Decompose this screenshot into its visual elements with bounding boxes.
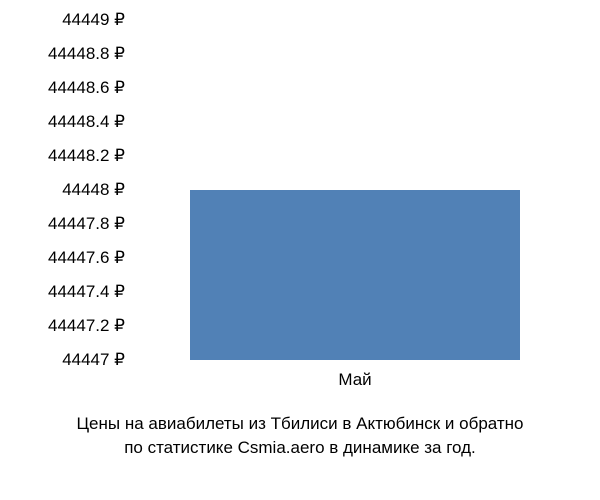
y-tick-label: 44448.8 ₽ (48, 44, 125, 64)
y-tick-label: 44448 ₽ (62, 180, 125, 200)
y-tick-label: 44448.2 ₽ (48, 146, 125, 166)
chart-caption: Цены на авиабилеты из Тбилиси в Актюбинс… (0, 412, 600, 460)
y-axis: 44449 ₽44448.8 ₽44448.6 ₽44448.4 ₽44448.… (0, 20, 135, 360)
y-tick-label: 44448.4 ₽ (48, 112, 125, 132)
y-tick-label: 44447.6 ₽ (48, 248, 125, 268)
y-tick-label: 44447.8 ₽ (48, 214, 125, 234)
price-chart: 44449 ₽44448.8 ₽44448.6 ₽44448.4 ₽44448.… (0, 20, 600, 400)
plot-area: Май (135, 20, 575, 360)
caption-line-1: Цены на авиабилеты из Тбилиси в Актюбинс… (0, 412, 600, 436)
y-tick-label: 44448.6 ₽ (48, 78, 125, 98)
y-tick-label: 44447.4 ₽ (48, 282, 125, 302)
y-tick-label: 44449 ₽ (62, 10, 125, 30)
caption-line-2: по статистике Csmia.aero в динамике за г… (0, 436, 600, 460)
y-tick-label: 44447.2 ₽ (48, 316, 125, 336)
bar (190, 190, 520, 360)
x-tick-label: Май (338, 370, 371, 390)
y-tick-label: 44447 ₽ (62, 350, 125, 370)
